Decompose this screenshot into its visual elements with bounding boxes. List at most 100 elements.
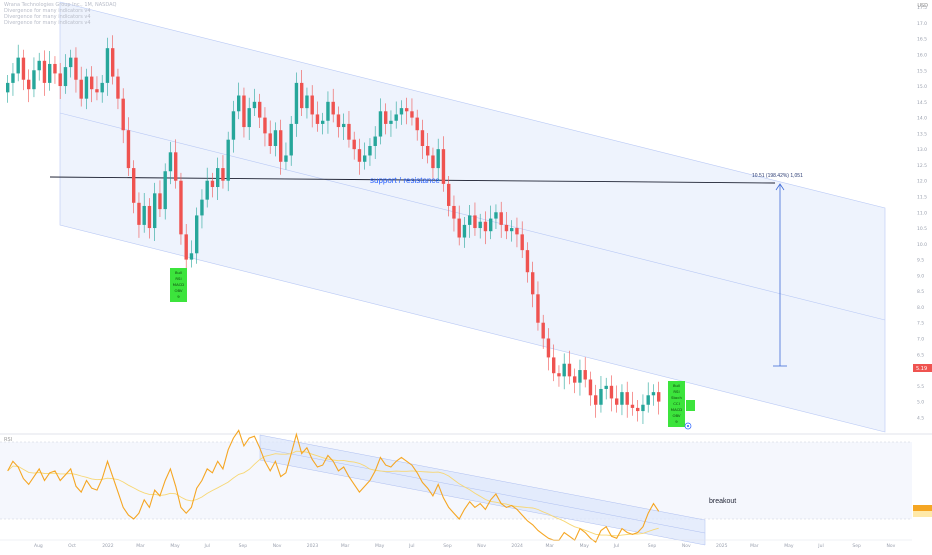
candle-body bbox=[326, 101, 330, 121]
time-tick-label: Jul bbox=[408, 543, 414, 549]
candle-body bbox=[452, 205, 456, 219]
price-tick-label: 11.0 bbox=[917, 210, 927, 216]
price-tick-label: 11.5 bbox=[917, 194, 927, 200]
signal-label-text: Stoch bbox=[671, 395, 682, 400]
candle-body bbox=[158, 193, 162, 210]
candle-body bbox=[300, 82, 304, 109]
price-tick-label: 5.5 bbox=[917, 384, 924, 390]
price-tick-label: 13.0 bbox=[917, 147, 927, 153]
signal-label-text: CCI bbox=[673, 401, 679, 406]
candle-body bbox=[441, 149, 446, 184]
candle-body bbox=[604, 385, 608, 389]
rsi-channel bbox=[259, 434, 706, 546]
time-tick-label: May bbox=[375, 543, 385, 549]
price-tick-label: 17.0 bbox=[917, 21, 927, 27]
candle-body bbox=[27, 79, 31, 90]
candle-body bbox=[237, 95, 241, 112]
time-tick-label: Oct bbox=[68, 543, 76, 549]
price-tick-label: 10.0 bbox=[917, 242, 927, 248]
candle-body bbox=[268, 133, 272, 146]
candle-body bbox=[189, 253, 194, 260]
candle-body bbox=[69, 57, 73, 68]
support-resistance-label: support / resistance bbox=[370, 176, 440, 185]
candle-body bbox=[294, 82, 299, 124]
legend-indicator-2[interactable]: Divergence for many indicators v4 bbox=[4, 14, 91, 20]
candle-body bbox=[552, 357, 556, 374]
candle-body bbox=[279, 130, 283, 162]
candle-body bbox=[657, 392, 661, 402]
signal-label-text: MACD bbox=[173, 282, 184, 287]
candle-body bbox=[378, 111, 383, 137]
candle-body bbox=[53, 63, 57, 74]
legend-symbol[interactable]: Wrana Technologies Group Inc., 1M, NASDA… bbox=[4, 2, 117, 8]
rsi-line bbox=[7, 429, 660, 543]
candle-body bbox=[252, 101, 257, 109]
candle-body bbox=[321, 120, 325, 124]
signal-label-text: Bull bbox=[673, 383, 680, 388]
candle-body bbox=[620, 392, 624, 405]
time-tick-label: Mar bbox=[136, 543, 145, 549]
time-tick-label: Mar bbox=[341, 543, 350, 549]
chart-legend: Wrana Technologies Group Inc., 1M, NASDA… bbox=[4, 2, 116, 26]
candle-body bbox=[573, 376, 577, 383]
candle-body bbox=[468, 215, 472, 225]
time-tick-label: Mar bbox=[546, 543, 555, 549]
candle-body bbox=[646, 395, 650, 405]
time-tick-label: Nov bbox=[477, 543, 486, 549]
candle-body bbox=[630, 404, 635, 408]
price-tick-label: 12.5 bbox=[917, 163, 927, 169]
price-tick-label: 7.5 bbox=[917, 321, 924, 327]
candle-body bbox=[347, 123, 351, 140]
candle-body bbox=[174, 152, 178, 181]
candle-body bbox=[95, 89, 99, 93]
signal-label-text: OBV bbox=[174, 288, 182, 293]
price-tick-label: 16.0 bbox=[917, 52, 927, 58]
candle-body bbox=[410, 111, 414, 118]
time-tick-label: May bbox=[170, 543, 180, 549]
candle-body bbox=[63, 67, 68, 87]
candle-body bbox=[510, 228, 514, 232]
candle-body bbox=[515, 228, 519, 235]
price-tick-label: 4.5 bbox=[917, 415, 924, 421]
candle-body bbox=[126, 130, 131, 169]
candle-body bbox=[179, 180, 183, 235]
candle-body bbox=[531, 272, 535, 295]
price-tick-label: 8.0 bbox=[917, 305, 924, 311]
candle-body bbox=[84, 76, 89, 99]
legend-indicator-3[interactable]: Divergence for many indicators v4 bbox=[4, 20, 91, 26]
candle-body bbox=[520, 234, 524, 251]
candle-body bbox=[436, 149, 440, 169]
time-tick-label: Sep bbox=[648, 543, 657, 549]
time-tick-label: 2023 bbox=[307, 543, 319, 549]
signal-label-text: Bull bbox=[175, 270, 182, 275]
price-tick-label: 8.5 bbox=[917, 289, 924, 295]
candle-body bbox=[636, 407, 640, 412]
candle-body bbox=[137, 202, 141, 225]
candle-body bbox=[58, 73, 62, 87]
candle-body bbox=[363, 155, 367, 162]
candle-body bbox=[310, 95, 314, 115]
time-tick-label: Nov bbox=[273, 543, 282, 549]
price-tick-label: 13.5 bbox=[917, 131, 927, 137]
candle-body bbox=[273, 130, 278, 146]
rsi-pane-label[interactable]: RSI bbox=[4, 437, 13, 443]
rsi-value-tag bbox=[913, 505, 932, 511]
price-tick-label: 7.0 bbox=[917, 336, 924, 342]
candle-body bbox=[289, 123, 293, 156]
candle-body bbox=[625, 392, 629, 405]
candle-body bbox=[415, 117, 419, 131]
candle-body bbox=[357, 149, 362, 162]
candle-body bbox=[483, 221, 488, 232]
candle-body bbox=[79, 79, 83, 99]
rsi-ma-tag bbox=[913, 511, 932, 517]
breakout-label: breakout bbox=[709, 498, 736, 505]
candle-body bbox=[431, 155, 435, 169]
candle-body bbox=[142, 205, 146, 225]
candle-body bbox=[426, 146, 430, 156]
candle-body bbox=[583, 370, 587, 380]
candle-body bbox=[462, 224, 467, 238]
legend-indicator-1[interactable]: Divergence for many indicators v4 bbox=[4, 8, 91, 14]
candle-body bbox=[200, 199, 204, 216]
